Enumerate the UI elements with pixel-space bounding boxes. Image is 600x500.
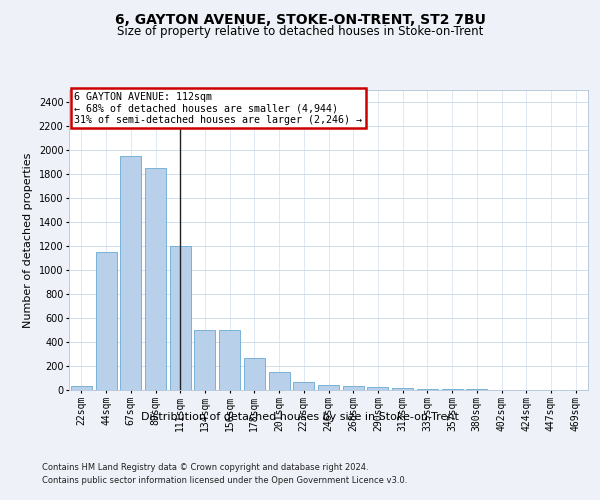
Text: Distribution of detached houses by size in Stoke-on-Trent: Distribution of detached houses by size … bbox=[141, 412, 459, 422]
Bar bbox=[367, 387, 388, 390]
Bar bbox=[293, 382, 314, 390]
Bar bbox=[269, 372, 290, 390]
Text: Contains public sector information licensed under the Open Government Licence v3: Contains public sector information licen… bbox=[42, 476, 407, 485]
Bar bbox=[120, 156, 141, 390]
Bar bbox=[194, 330, 215, 390]
Bar bbox=[219, 330, 240, 390]
Bar bbox=[392, 388, 413, 390]
Bar bbox=[244, 358, 265, 390]
Bar bbox=[343, 386, 364, 390]
Bar bbox=[95, 252, 116, 390]
Text: Size of property relative to detached houses in Stoke-on-Trent: Size of property relative to detached ho… bbox=[117, 25, 483, 38]
Bar bbox=[417, 388, 438, 390]
Text: 6, GAYTON AVENUE, STOKE-ON-TRENT, ST2 7BU: 6, GAYTON AVENUE, STOKE-ON-TRENT, ST2 7B… bbox=[115, 12, 485, 26]
Bar bbox=[145, 168, 166, 390]
Bar bbox=[318, 385, 339, 390]
Y-axis label: Number of detached properties: Number of detached properties bbox=[23, 152, 33, 328]
Bar bbox=[170, 246, 191, 390]
Text: 6 GAYTON AVENUE: 112sqm
← 68% of detached houses are smaller (4,944)
31% of semi: 6 GAYTON AVENUE: 112sqm ← 68% of detache… bbox=[74, 92, 362, 124]
Text: Contains HM Land Registry data © Crown copyright and database right 2024.: Contains HM Land Registry data © Crown c… bbox=[42, 462, 368, 471]
Bar bbox=[442, 389, 463, 390]
Bar bbox=[71, 386, 92, 390]
